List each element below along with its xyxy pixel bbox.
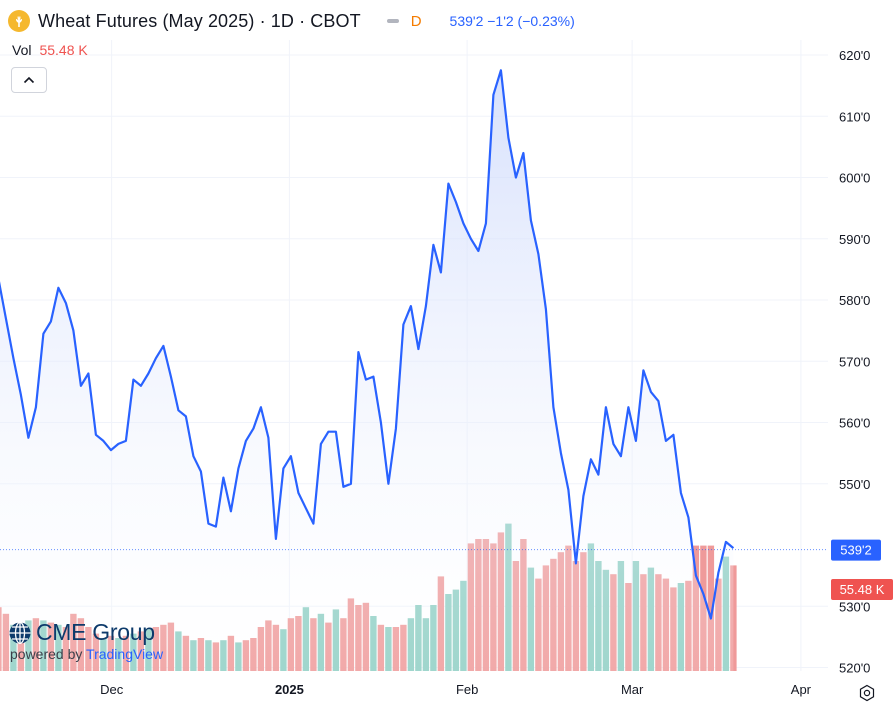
session-marker: D [410, 12, 422, 30]
y-tick-label: 620'0 [839, 48, 870, 63]
wheat-icon[interactable] [8, 10, 30, 32]
price-area-fill [0, 70, 734, 671]
volume-value: 55.48 K [39, 42, 88, 58]
cme-brand-text: CME Group [36, 619, 155, 645]
gear-icon[interactable] [858, 684, 876, 702]
y-tick-label: 560'0 [839, 416, 870, 431]
y-tick-label: 550'0 [839, 477, 870, 492]
x-tick-label: Dec [100, 682, 124, 697]
cme-group-logo: CME Group powered by TradingView [8, 619, 163, 662]
volume-badge-label: 55.48 K [840, 582, 885, 597]
price-change-readout: 539'2 −1'2 (−0.23%) [449, 13, 575, 29]
x-tick-label: Apr [791, 682, 812, 697]
y-tick-label: 610'0 [839, 109, 870, 124]
volume-badge [831, 579, 893, 600]
powered-by-text: powered by TradingView [10, 646, 163, 662]
y-tick-label: 530'0 [839, 599, 870, 614]
price-line [0, 69, 735, 620]
last-price-badge-label: 539'2 [840, 543, 871, 558]
price-line-series [0, 69, 828, 620]
visibility-toggle-icon[interactable] [386, 19, 399, 23]
y-tick-label: 520'0 [839, 661, 870, 676]
volume-label: Vol [12, 42, 32, 58]
cme-globe-icon [9, 621, 31, 644]
collapse-legend-button[interactable] [11, 67, 47, 93]
x-tick-label: Mar [621, 682, 644, 697]
volume-bar [707, 545, 715, 671]
symbol-title[interactable]: Wheat Futures (May 2025) · 1D · CBOT [38, 10, 361, 31]
powered-prefix: powered by [10, 646, 83, 662]
chevron-up-icon [23, 76, 35, 84]
price-axis[interactable]: 620'0 610'0 600'0 590'0 580'0 570'0 560'0 550'0… [839, 48, 870, 676]
chart-legend-header: Wheat Futures (May 2025) · 1D · CBOT D 5… [8, 8, 575, 34]
x-tick-label: 2025 [275, 682, 304, 697]
volume-legend: Vol 55.48 K [12, 42, 88, 58]
y-tick-label: 590'0 [839, 232, 870, 247]
y-tick-label: 570'0 [839, 354, 870, 369]
price-area [0, 70, 734, 671]
axis-badges: 539'2 55.48 K [831, 539, 893, 600]
last-price-badge [831, 539, 881, 561]
y-tick-label: 580'0 [839, 293, 870, 308]
y-tick-label: 600'0 [839, 171, 870, 186]
x-tick-label: Feb [456, 682, 478, 697]
time-axis[interactable]: Dec 2025 Feb Mar Apr [100, 682, 812, 697]
tradingview-brand: TradingView [86, 646, 164, 662]
